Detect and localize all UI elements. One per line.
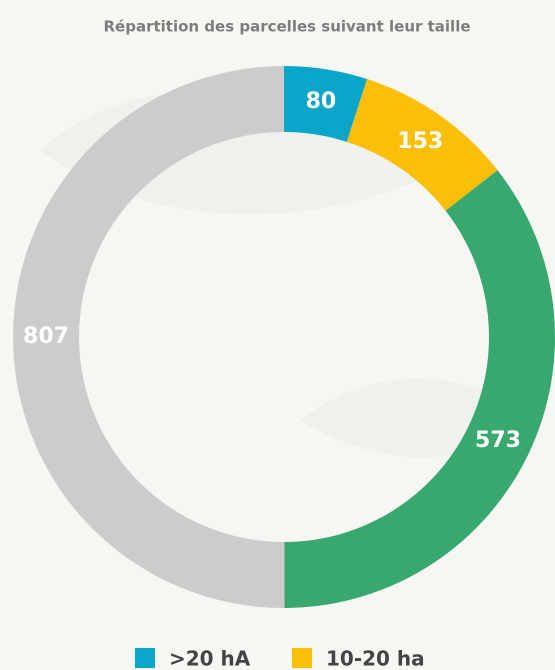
data-label: 153 <box>397 129 443 154</box>
legend-label: >20 hA <box>169 647 251 670</box>
data-label: 807 <box>23 324 69 349</box>
data-label: 80 <box>306 89 337 114</box>
donut-segment <box>284 170 555 608</box>
chart-title: Répartition des parcelles suivant leur t… <box>103 18 470 36</box>
data-label: 573 <box>475 428 521 453</box>
donut-segment <box>346 79 498 211</box>
donut-segment <box>284 66 368 142</box>
donut-segment <box>13 66 285 608</box>
legend-swatch <box>135 648 155 668</box>
legend-label: 10-20 ha <box>326 647 425 670</box>
legend-swatch <box>292 648 312 668</box>
